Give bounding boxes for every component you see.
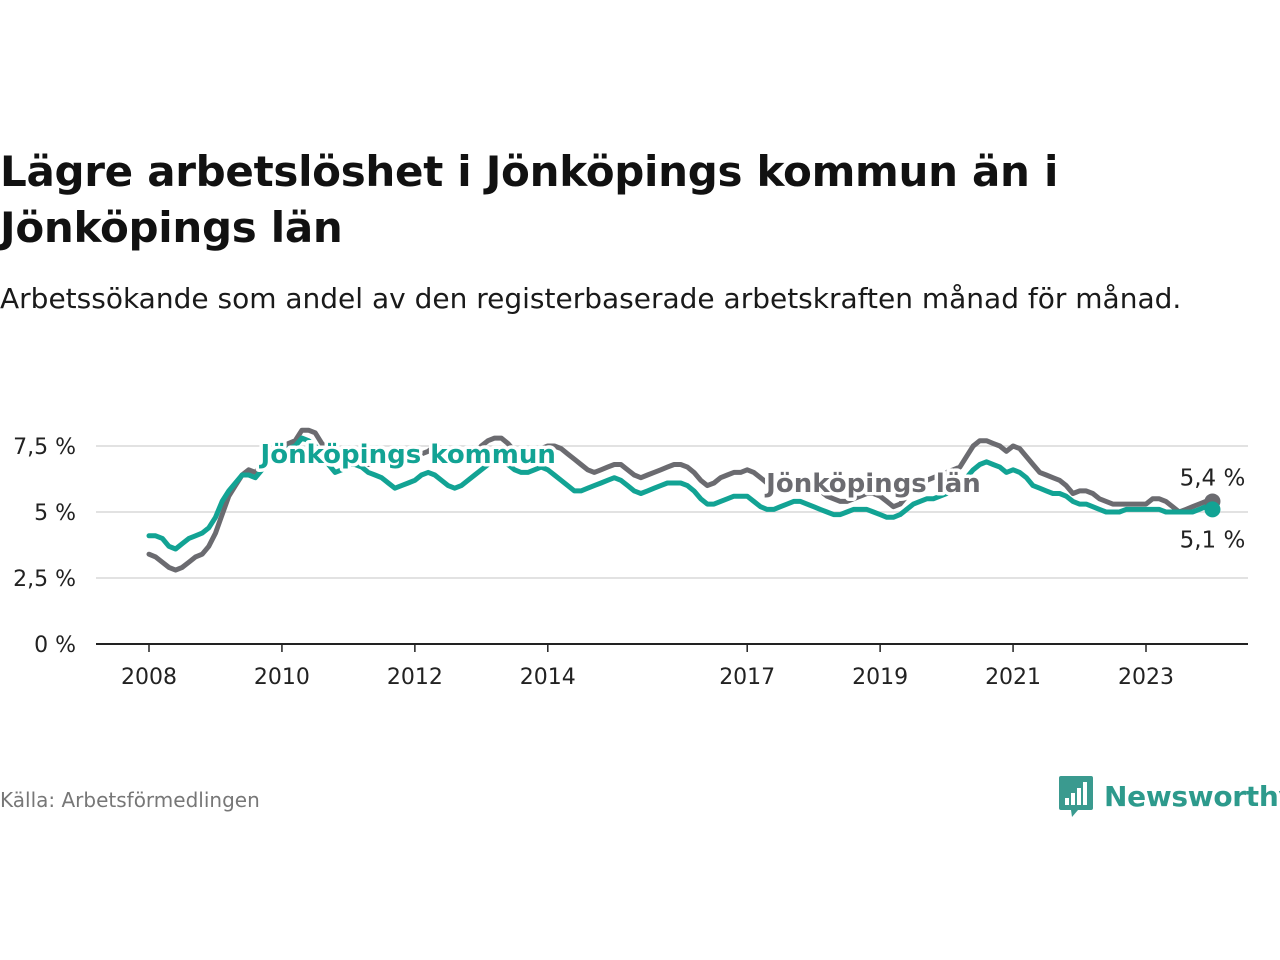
x-tick-label: 2017 xyxy=(719,665,775,690)
bar-chart-speech-bubble-icon xyxy=(1059,776,1093,817)
annotation-layer: Jönköpings kommun Jönköpings län xyxy=(255,437,984,503)
y-tick-label: 2,5 % xyxy=(13,567,76,592)
y-axis-tick-labels: 0 % 2,5 % 5 % 7,5 % xyxy=(13,435,76,658)
x-tick-label: 2008 xyxy=(121,665,177,690)
x-axis-tick-labels: 2008 2010 2012 2014 2017 2019 2021 2023 xyxy=(121,644,1174,690)
end-value-layer: 5,4 % 5,1 % xyxy=(1177,462,1249,556)
gridlines xyxy=(96,445,1248,645)
series-end-label: 5,1 % xyxy=(1180,527,1246,553)
brand-logo: Newsworthy xyxy=(1058,772,1280,820)
x-tick-label: 2021 xyxy=(985,665,1041,690)
chart-subtitle: Arbetssökande som andel av den registerb… xyxy=(0,282,1182,315)
y-tick-label: 7,5 % xyxy=(13,435,76,460)
series-annotation: Jönköpings län xyxy=(764,469,981,499)
line-chart: 0 % 2,5 % 5 % 7,5 % 2008 2010 2012 2014 2017 201… xyxy=(13,427,1249,690)
series-end-point xyxy=(1204,501,1221,518)
source-note: Källa: Arbetsförmedlingen xyxy=(0,788,260,812)
y-tick-label: 5 % xyxy=(34,501,76,526)
x-tick-label: 2023 xyxy=(1118,665,1174,690)
x-tick-label: 2010 xyxy=(254,665,310,690)
brand-name: Newsworthy xyxy=(1104,779,1280,813)
series-layer xyxy=(146,427,1215,573)
series-line-jonkopings-lan xyxy=(146,427,1215,573)
x-tick-label: 2012 xyxy=(387,665,443,690)
series-end-label: 5,4 % xyxy=(1180,465,1246,491)
series-annotation: Jönköpings kommun xyxy=(259,440,556,470)
series-line-jonkopings-kommun xyxy=(146,435,1215,552)
x-tick-label: 2019 xyxy=(852,665,908,690)
y-tick-label: 0 % xyxy=(34,633,76,658)
x-tick-label: 2014 xyxy=(520,665,576,690)
chart-title: Lägre arbetslöshet i Jönköpings kommun ä… xyxy=(0,147,1059,252)
